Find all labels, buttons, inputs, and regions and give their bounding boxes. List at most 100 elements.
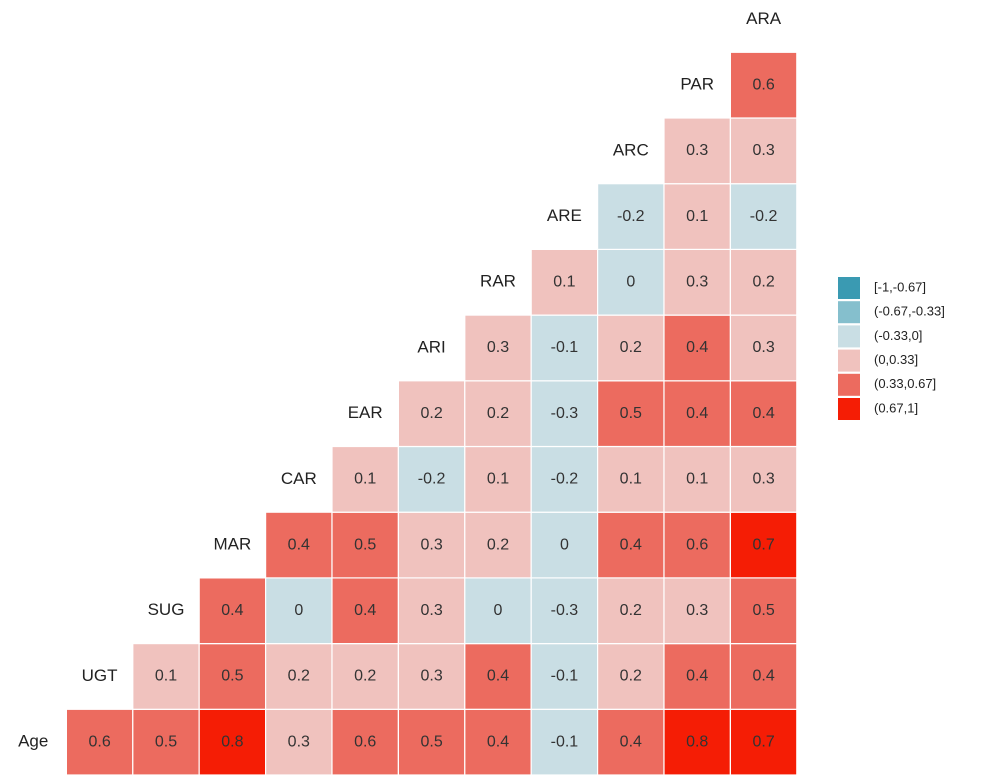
cell — [530, 708, 599, 776]
cell — [729, 577, 798, 645]
cell — [397, 642, 466, 710]
variable-label: PAR — [680, 75, 714, 94]
legend-label: (0.33,0.67] — [874, 376, 936, 391]
cell-label: -0.3 — [551, 405, 579, 422]
cell — [265, 511, 333, 579]
cell-label: 0.3 — [752, 471, 774, 488]
cell — [464, 380, 532, 448]
cell — [596, 183, 665, 250]
cell-label: 0.5 — [155, 733, 177, 750]
cell — [530, 248, 599, 316]
cell-label: 0.4 — [221, 602, 243, 619]
cell-label: 0.3 — [420, 536, 442, 553]
cell — [596, 708, 665, 776]
cell-label: -0.1 — [551, 668, 579, 685]
cell — [530, 314, 599, 382]
variable-label: EAR — [348, 403, 383, 422]
cell-label: 0.8 — [221, 733, 243, 750]
cell-label: 0.4 — [752, 668, 774, 685]
cell — [530, 642, 599, 710]
cell-label: 0.3 — [752, 339, 774, 356]
cell — [464, 708, 532, 776]
cell-label: 0.4 — [752, 405, 774, 422]
cell-label: 0.2 — [288, 668, 310, 685]
variable-label: RAR — [480, 272, 516, 291]
cell — [663, 708, 732, 776]
cell-label: 0.5 — [221, 668, 243, 685]
cell-label: 0 — [294, 602, 303, 619]
cell — [530, 380, 599, 448]
cell-label: 0.3 — [487, 339, 509, 356]
cell — [530, 577, 599, 645]
cell — [663, 380, 732, 448]
cell-label: 0.5 — [620, 405, 642, 422]
cell — [464, 642, 532, 710]
cell-label: 0.3 — [686, 142, 708, 159]
cell — [397, 445, 466, 513]
cell — [729, 445, 798, 513]
legend-label: (0,0.33] — [874, 352, 918, 367]
cell — [596, 314, 665, 382]
cell — [663, 183, 732, 250]
legend-swatch — [838, 301, 860, 324]
cell — [397, 708, 466, 776]
cell-label: 0.3 — [752, 142, 774, 159]
cell-label: 0.4 — [487, 668, 509, 685]
cell-label: 0.4 — [686, 339, 708, 356]
cell — [729, 248, 798, 316]
cell-label: 0.2 — [620, 339, 642, 356]
cell — [596, 577, 665, 645]
cell — [530, 511, 599, 579]
cell — [729, 708, 798, 776]
cell-label: 0.1 — [155, 668, 177, 685]
cell-label: 0 — [494, 602, 503, 619]
variable-label: MAR — [214, 535, 252, 554]
cell — [198, 577, 267, 645]
variable-label: SUG — [148, 600, 185, 619]
cell-label: 0.4 — [620, 733, 642, 750]
cell-label: -0.2 — [750, 208, 778, 225]
variable-label: ARE — [547, 206, 582, 225]
cell — [331, 445, 400, 513]
variable-label: CAR — [281, 469, 317, 488]
cell-label: 0.1 — [620, 471, 642, 488]
legend-swatch — [838, 373, 860, 396]
cell — [663, 314, 732, 382]
cell-label: 0.1 — [686, 208, 708, 225]
cell-label: 0.3 — [420, 668, 442, 685]
legend-swatch — [838, 277, 860, 299]
cell — [729, 511, 798, 579]
cell — [198, 642, 267, 710]
cell-label: 0.6 — [354, 733, 376, 750]
cell-label: 0 — [560, 536, 569, 553]
cell — [265, 577, 333, 645]
cell-label: -0.1 — [551, 339, 579, 356]
cell-label: 0.7 — [752, 536, 774, 553]
cell — [663, 248, 732, 316]
cell-label: 0.2 — [620, 668, 642, 685]
cell-label: 0.4 — [686, 668, 708, 685]
cell-label: 0.4 — [354, 602, 376, 619]
cell-label: 0.4 — [487, 733, 509, 750]
cell-label: -0.2 — [617, 208, 645, 225]
variable-label: ARC — [613, 140, 649, 159]
cell — [65, 708, 134, 776]
legend-label: (-0.33,0] — [874, 328, 922, 343]
cell — [397, 380, 466, 448]
cell-label: 0.5 — [752, 602, 774, 619]
cell-label: 0.4 — [620, 536, 642, 553]
cell-label: 0.2 — [487, 536, 509, 553]
cell-label: 0.5 — [354, 536, 376, 553]
variable-label: ARA — [746, 9, 782, 28]
cell-label: 0.4 — [288, 536, 310, 553]
cell-label: 0.6 — [88, 733, 110, 750]
cell-label: 0.3 — [686, 602, 708, 619]
cell — [729, 117, 798, 185]
legend-label: (-0.67,-0.33] — [874, 304, 945, 319]
cell — [464, 445, 532, 513]
cell-label: 0.1 — [354, 471, 376, 488]
variable-label: ARI — [417, 337, 445, 356]
cell-label: 0.2 — [487, 405, 509, 422]
cell-label: 0.4 — [686, 405, 708, 422]
